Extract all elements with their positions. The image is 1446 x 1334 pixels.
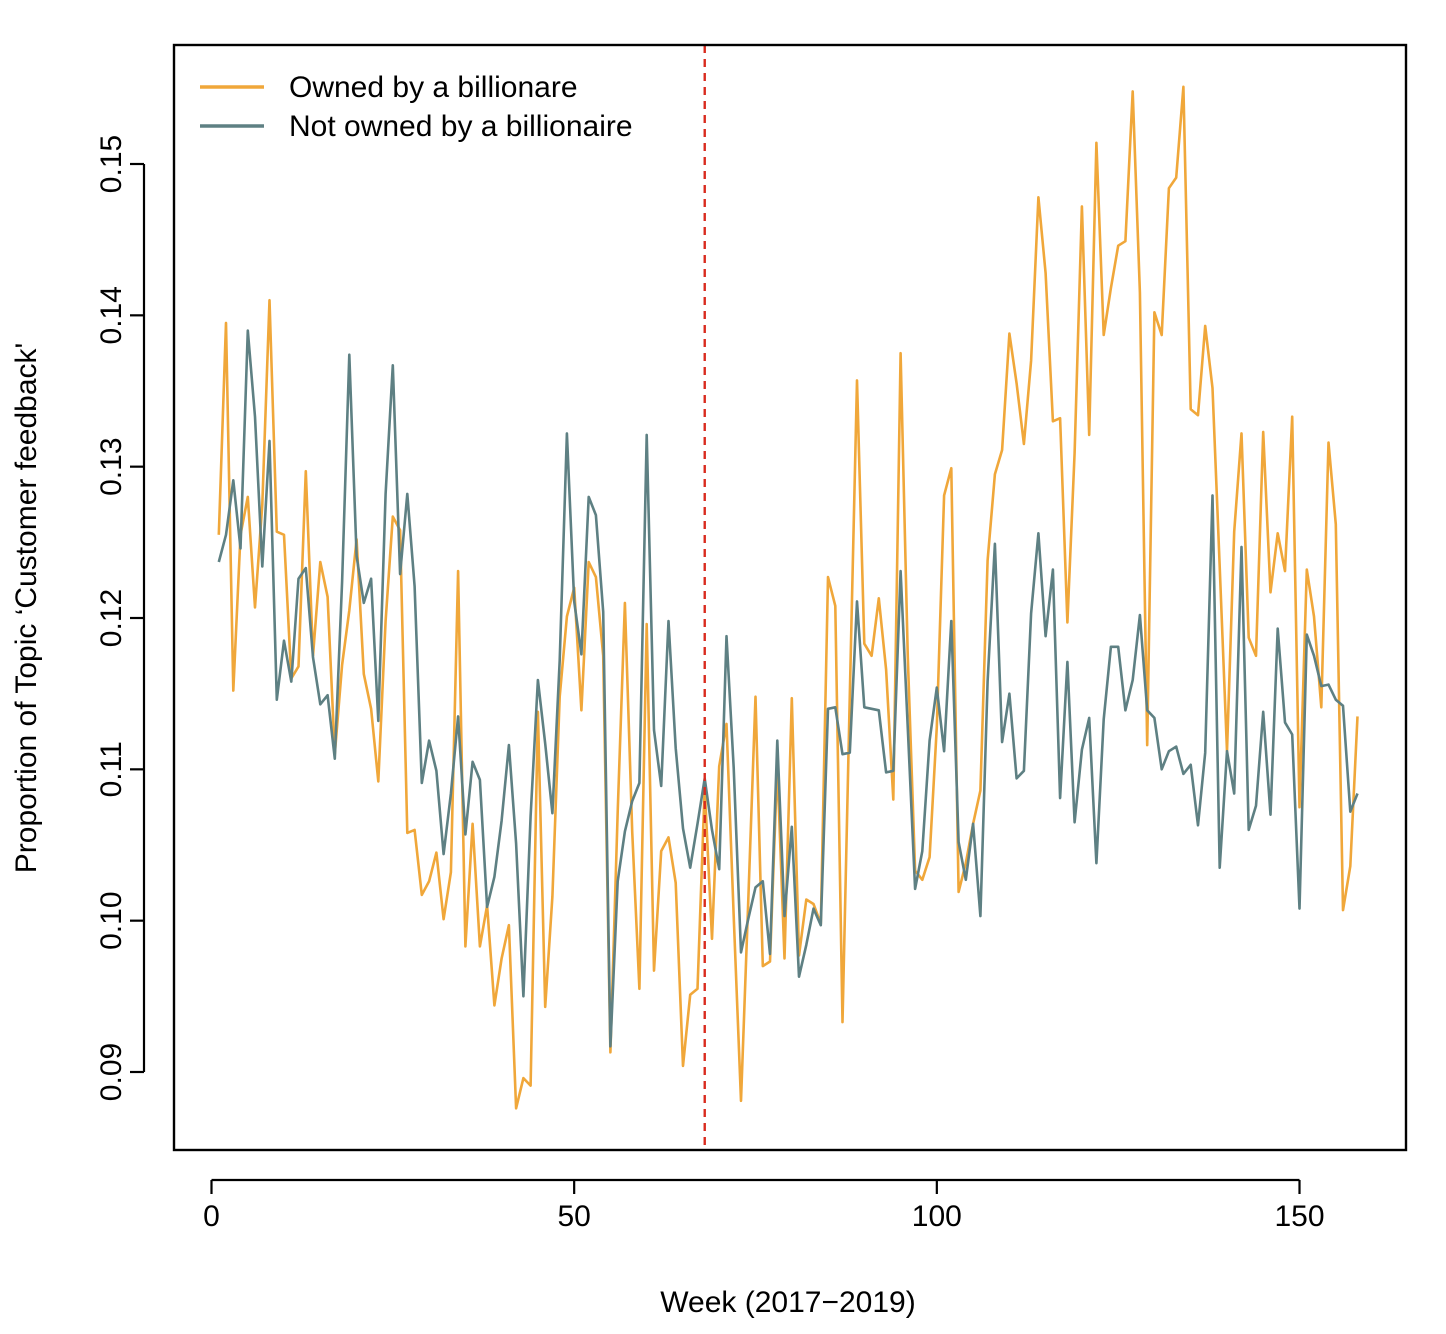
- legend-label-owned: Owned by a billionare: [289, 71, 578, 104]
- x-tick-label: 150: [1274, 1200, 1324, 1233]
- series-line-not-owned: [217, 329, 1359, 1048]
- x-tick-label: 50: [557, 1200, 590, 1233]
- x-tick-label: 0: [203, 1200, 220, 1233]
- x-tick-label: 100: [912, 1200, 962, 1233]
- y-axis-title: Proportion of Topic ‘Customer feedback': [10, 343, 43, 873]
- legend: Owned by a billionare Not owned by a bill…: [200, 71, 633, 143]
- y-tick-label: 0.14: [95, 286, 128, 344]
- y-tick-label: 0.10: [95, 892, 128, 950]
- plot-area: [217, 45, 1359, 1150]
- y-tick-label: 0.13: [95, 438, 128, 496]
- axes: 0 50 100 150 0.09 0.10 0.11 0.12 0.13 0.14 0.15: [95, 43, 1408, 1233]
- legend-label-not-owned: Not owned by a billionaire: [289, 110, 633, 143]
- plot-frame: [172, 43, 1408, 1152]
- y-tick-label: 0.09: [95, 1043, 128, 1101]
- y-tick-label: 0.12: [95, 589, 128, 647]
- y-tick-label: 0.11: [95, 741, 128, 797]
- series-line-owned: [217, 85, 1359, 1110]
- y-tick-label: 0.15: [95, 135, 128, 193]
- x-axis-title: Week (2017−2019): [660, 1286, 915, 1319]
